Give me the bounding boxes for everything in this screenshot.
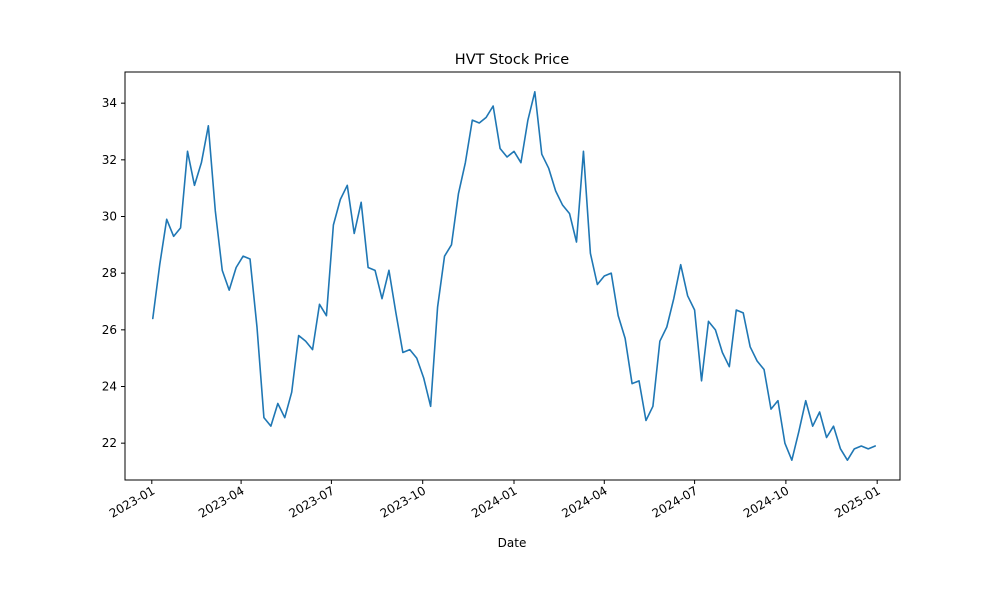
y-tick-label: 30 [102,210,117,224]
y-axis: 22 24 26 28 30 32 34 [102,96,125,450]
x-tick-label: 2023-10 [378,483,428,520]
y-tick-label: 24 [102,380,117,394]
x-tick-label: 2025-01 [832,483,882,520]
x-tick-label: 2023-01 [107,483,157,520]
x-tick-label: 2024-07 [650,483,700,520]
x-tick-label: 2023-07 [286,483,336,520]
x-axis-label: Date [498,536,527,550]
x-tick-label: 2024-01 [469,483,519,520]
chart-title: HVT Stock Price [455,52,569,68]
y-tick-label: 22 [102,436,117,450]
x-axis: 2023-01 2023-04 2023-07 2023-10 2024-01 2024-… [107,480,883,521]
y-tick-label: 28 [102,266,117,280]
x-tick-label: 2024-04 [559,483,609,520]
y-tick-label: 34 [102,96,117,110]
x-tick-label: 2024-10 [741,483,791,520]
y-tick-label: 32 [102,153,117,167]
y-tick-label: 26 [102,323,117,337]
plot-area-frame [124,71,901,481]
x-tick-label: 2023-04 [196,483,246,520]
price-series-line [151,91,876,461]
